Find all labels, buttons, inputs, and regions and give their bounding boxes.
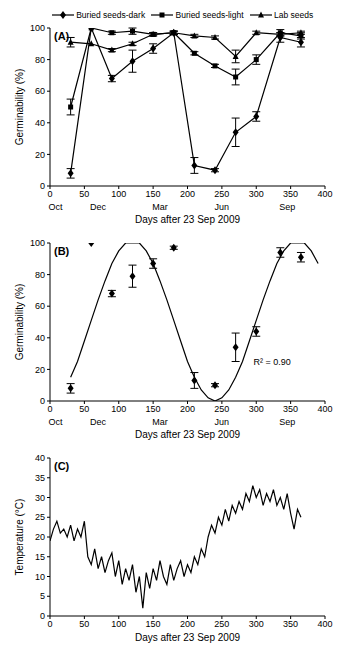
svg-text:0: 0 (47, 619, 52, 629)
svg-text:80: 80 (35, 270, 45, 280)
html-text:Jun: Jun (214, 417, 230, 427)
svg-text:0: 0 (40, 396, 45, 406)
svg-text:100: 100 (111, 619, 126, 629)
svg-text:40: 40 (35, 333, 45, 343)
svg-text:200: 200 (180, 189, 195, 199)
svg-text:0: 0 (40, 181, 45, 191)
svg-text:300: 300 (249, 619, 264, 629)
html-text:Oct: Oct (48, 202, 63, 212)
svg-text:Germinability (%): Germinability (%) (14, 284, 25, 361)
svg-text:100: 100 (111, 404, 126, 414)
html-text:Mar: Mar (152, 202, 168, 212)
svg-text:250: 250 (214, 189, 229, 199)
html-text:(B): (B) (54, 245, 70, 257)
html-text:Days after 23 Sep 2009: Days after 23 Sep 2009 (135, 632, 240, 643)
html-text:Days after 23 Sep 2009: Days after 23 Sep 2009 (135, 429, 240, 440)
html-text:Dec: Dec (90, 417, 107, 427)
svg-text:250: 250 (214, 619, 229, 629)
svg-text:35: 35 (35, 473, 45, 483)
svg-text:150: 150 (146, 404, 161, 414)
svg-text:25: 25 (35, 512, 45, 522)
svg-text:15: 15 (35, 552, 45, 562)
html-text:Lab seeds: Lab seeds (274, 9, 314, 20)
svg-text:30: 30 (35, 493, 45, 503)
svg-text:200: 200 (180, 404, 195, 414)
svg-text:20: 20 (35, 532, 45, 542)
svg-text:150: 150 (146, 189, 161, 199)
svg-text:300: 300 (249, 404, 264, 414)
html-text:(A): (A) (54, 30, 70, 42)
svg-text:50: 50 (79, 619, 89, 629)
svg-text:60: 60 (35, 301, 45, 311)
svg-text:350: 350 (283, 404, 298, 414)
svg-text:Germinability (%): Germinability (%) (14, 69, 25, 146)
svg-text:100: 100 (30, 238, 45, 248)
svg-text:0: 0 (40, 611, 45, 621)
html-text:Buried seeds-dark: Buried seeds-dark (76, 9, 146, 20)
svg-text:50: 50 (79, 189, 89, 199)
svg-text:0: 0 (47, 404, 52, 414)
svg-text:400: 400 (317, 619, 332, 629)
svg-text:40: 40 (35, 118, 45, 128)
svg-text:10: 10 (35, 572, 45, 582)
html-text:Sep: Sep (279, 202, 296, 212)
svg-text:20: 20 (35, 150, 45, 160)
html-text:Days after 23 Sep 2009: Days after 23 Sep 2009 (135, 214, 240, 225)
html-text:Dec: Dec (90, 202, 107, 212)
svg-text:60: 60 (35, 86, 45, 96)
svg-text:200: 200 (180, 619, 195, 629)
html-text:Buried seeds-light: Buried seeds-light (175, 9, 244, 20)
svg-text:100: 100 (30, 23, 45, 33)
html-text:Mar: Mar (152, 417, 168, 427)
html-text:(C): (C) (54, 460, 70, 472)
svg-text:400: 400 (317, 404, 332, 414)
svg-text:250: 250 (214, 404, 229, 414)
html-text:R² = 0.90: R² = 0.90 (253, 356, 291, 367)
html-text:Jun: Jun (214, 202, 230, 212)
svg-text:400: 400 (317, 189, 332, 199)
svg-text:300: 300 (249, 189, 264, 199)
svg-text:0: 0 (47, 189, 52, 199)
html-text:Oct: Oct (48, 417, 63, 427)
html-text:Sep: Sep (279, 417, 296, 427)
svg-text:50: 50 (79, 404, 89, 414)
svg-text:40: 40 (35, 453, 45, 463)
svg-text:150: 150 (146, 619, 161, 629)
svg-text:100: 100 (111, 189, 126, 199)
svg-text:5: 5 (40, 591, 45, 601)
svg-text:350: 350 (283, 619, 298, 629)
svg-text:350: 350 (283, 189, 298, 199)
svg-text:Temperature (°C): Temperature (°C) (14, 499, 25, 576)
svg-text:80: 80 (35, 55, 45, 65)
svg-text:20: 20 (35, 365, 45, 375)
